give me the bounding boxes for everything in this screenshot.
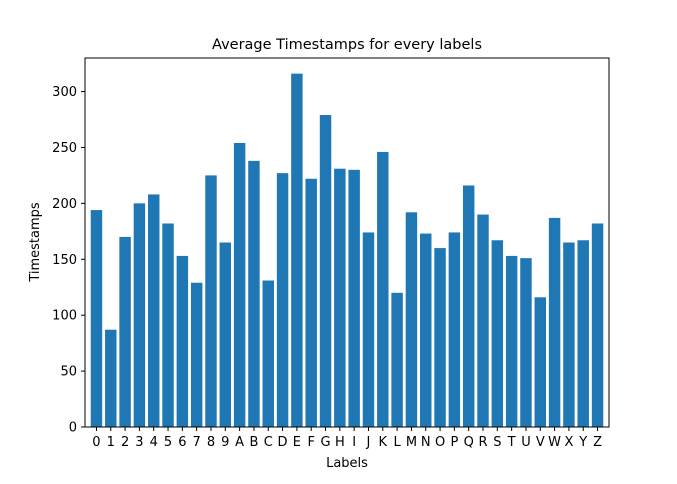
bar-D: [276, 173, 289, 427]
y-tick-label-250: 250: [52, 141, 77, 156]
x-tick-label-V: V: [536, 435, 545, 450]
y-tick-label-0: 0: [69, 421, 77, 436]
bar-O: [434, 248, 446, 427]
x-tick-label-U: U: [521, 435, 531, 450]
x-tick-label-W: W: [548, 435, 561, 450]
x-tick-label-M: M: [406, 435, 417, 450]
bar-7: [190, 282, 203, 427]
x-tick-label-K: K: [379, 435, 388, 450]
x-tick-label-S: S: [493, 435, 501, 450]
x-tick-label-A: A: [235, 435, 244, 450]
x-tick-label-Z: Z: [593, 435, 602, 450]
bar-2: [119, 236, 131, 427]
x-tick-label-T: T: [507, 435, 516, 450]
x-axis-label: Labels: [326, 456, 368, 471]
bar-N: [420, 233, 432, 427]
x-tick-label-4: 4: [150, 435, 158, 450]
x-tick-label-2: 2: [121, 435, 129, 450]
bar-M: [405, 212, 418, 427]
x-tick-label-H: H: [335, 435, 345, 450]
y-tick-label-150: 150: [52, 253, 77, 268]
y-tick-label-50: 50: [60, 365, 77, 380]
bar-R: [477, 214, 489, 427]
y-tick-label-100: 100: [52, 309, 77, 324]
bar-0: [90, 210, 103, 427]
x-tick-label-8: 8: [207, 435, 215, 450]
y-axis: 0 50 100 150 200 250 300: [52, 85, 85, 436]
x-tick-label-Y: Y: [578, 435, 587, 450]
chart-title: Average Timestamps for every labels: [212, 37, 482, 53]
x-tick-label-7: 7: [193, 435, 201, 450]
bar-8: [205, 175, 217, 427]
bar-6: [176, 255, 189, 427]
bar-K: [377, 151, 389, 427]
y-axis-label: Timestamps: [28, 202, 43, 283]
x-tick-label-G: G: [320, 435, 330, 450]
bar-3: [133, 203, 146, 427]
x-tick-label-5: 5: [164, 435, 172, 450]
x-tick-label-L: L: [393, 435, 401, 450]
x-tick-label-E: E: [293, 435, 301, 450]
bar-Y: [577, 240, 589, 427]
bar-H: [334, 168, 346, 427]
bar-Z: [591, 223, 604, 427]
x-tick-label-9: 9: [221, 435, 229, 450]
x-tick-label-J: J: [366, 435, 371, 450]
x-tick-label-1: 1: [107, 435, 115, 450]
bar-9: [219, 242, 232, 427]
x-tick-label-O: O: [435, 435, 445, 450]
x-tick-label-P: P: [450, 435, 458, 450]
bar-4: [147, 194, 160, 427]
bar-J: [362, 232, 375, 427]
bar-W: [548, 217, 561, 427]
bar-E: [291, 73, 303, 428]
bar-V: [534, 297, 546, 427]
bar-C: [262, 280, 274, 427]
x-tick-label-B: B: [249, 435, 258, 450]
bar-P: [448, 232, 461, 427]
x-tick-label-6: 6: [178, 435, 186, 450]
bar-A: [233, 142, 246, 428]
x-tick-label-3: 3: [135, 435, 143, 450]
x-tick-label-0: 0: [92, 435, 100, 450]
x-tick-label-C: C: [264, 435, 273, 450]
plot-frame: [84, 57, 610, 428]
bar-1: [105, 329, 117, 427]
bar-L: [391, 292, 403, 427]
x-tick-label-F: F: [307, 435, 314, 450]
bars-group: [90, 73, 604, 428]
x-tick-label-R: R: [478, 435, 487, 450]
x-tick-label-N: N: [421, 435, 431, 450]
bar-5: [162, 223, 174, 427]
bar-G: [319, 115, 332, 427]
x-tick-label-D: D: [278, 435, 288, 450]
bar-Q: [462, 185, 475, 427]
y-tick-label-300: 300: [52, 85, 77, 100]
bar-T: [505, 255, 518, 427]
x-tick-label-I: I: [352, 435, 356, 450]
bar-I: [348, 169, 360, 427]
x-tick-label-Q: Q: [464, 435, 474, 450]
bar-S: [491, 240, 504, 427]
y-tick-label-200: 200: [52, 197, 77, 212]
x-tick-label-X: X: [564, 435, 573, 450]
bar-B: [248, 160, 260, 427]
bar-U: [520, 258, 532, 427]
bar-F: [305, 178, 317, 427]
bar-X: [563, 242, 575, 427]
